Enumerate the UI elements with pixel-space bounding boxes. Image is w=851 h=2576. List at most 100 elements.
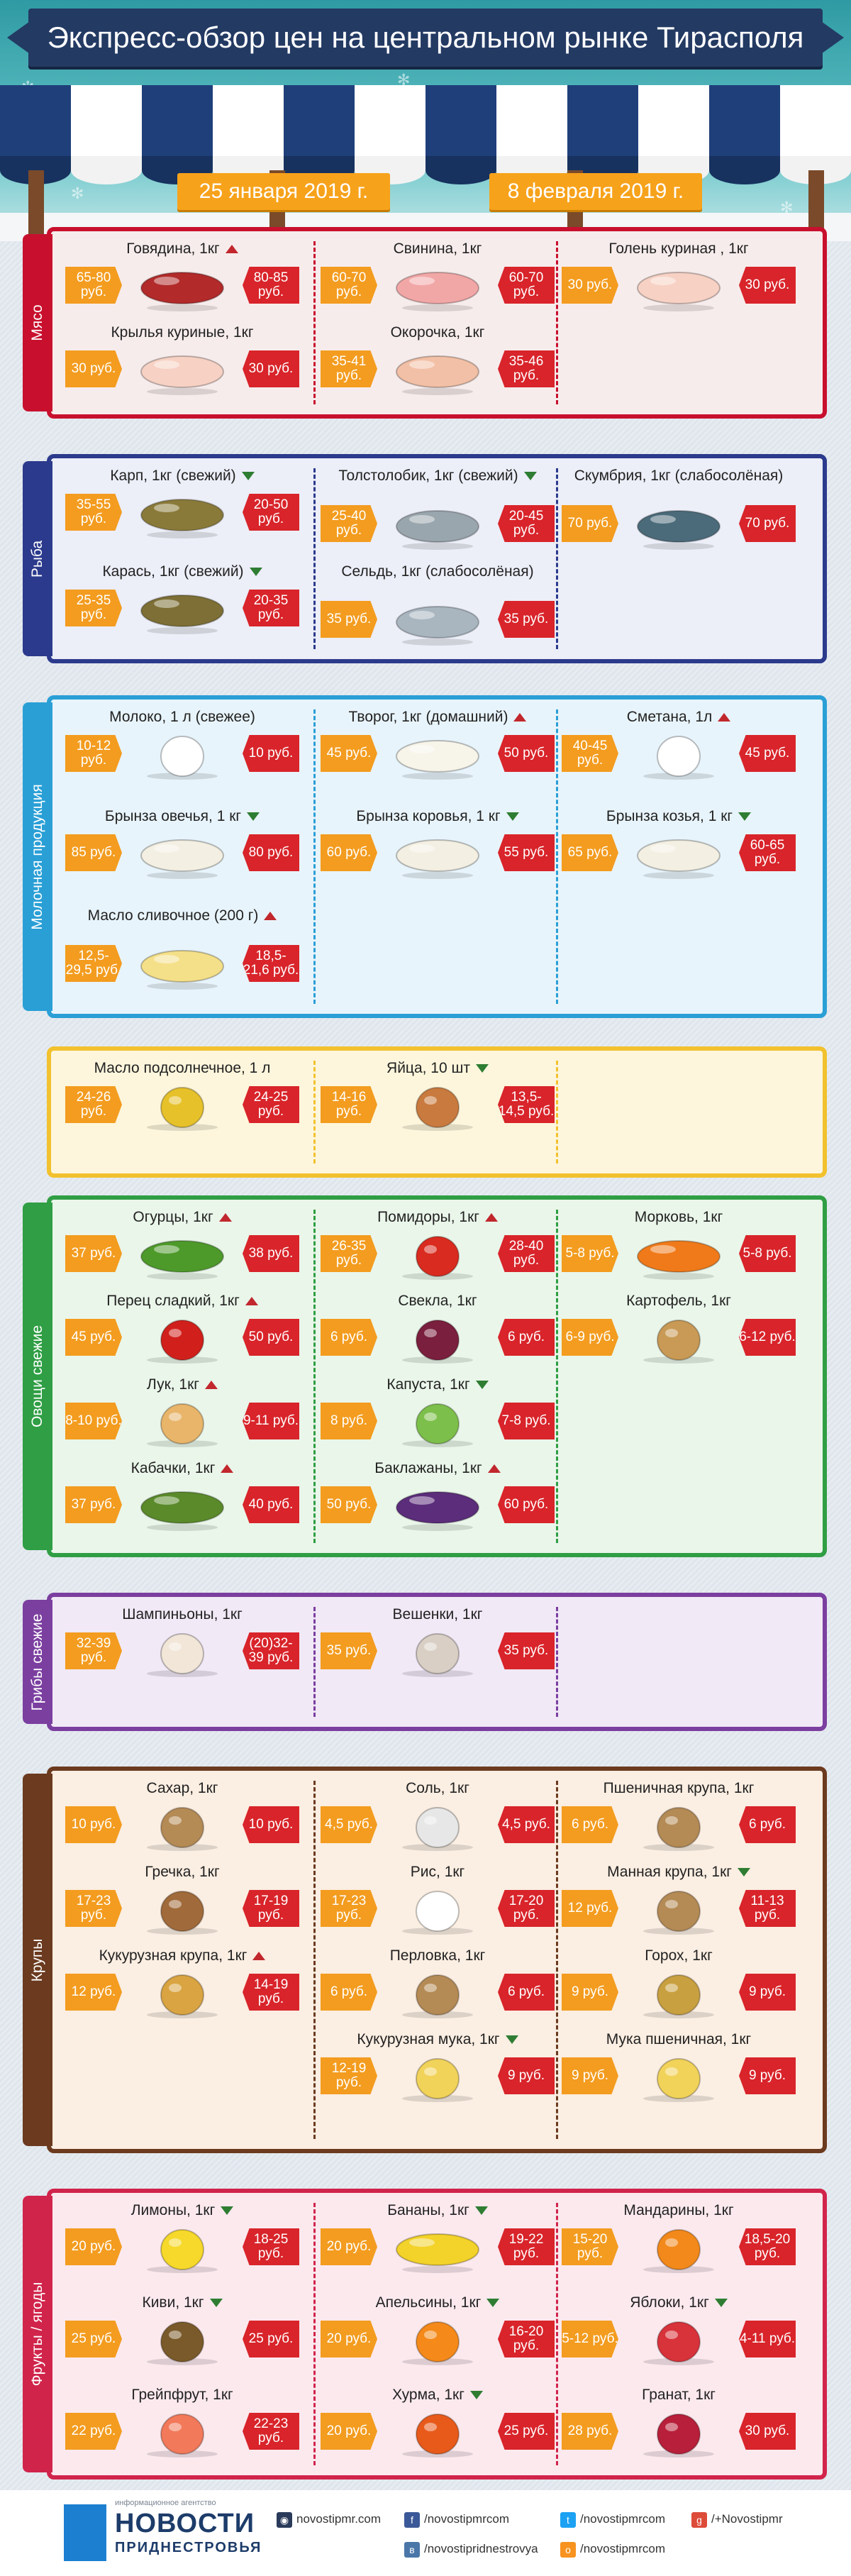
- price-item: Толстолобик, 1кг (свежий) 25-40 руб. 20-45…: [321, 468, 555, 550]
- column-divider: [556, 1607, 558, 1717]
- price-item: Творог, 1кг (домашний) 45 руб. 50 руб.: [321, 709, 555, 780]
- milk-icon: [133, 731, 232, 780]
- apple-icon: [629, 2316, 728, 2366]
- potato-icon: [629, 1315, 728, 1364]
- awning-post: [808, 170, 824, 241]
- trend-up-icon: [484, 1213, 498, 1222]
- item-name: Баклажаны, 1кг: [321, 1461, 555, 1476]
- price-old: 50 руб.: [321, 1486, 377, 1523]
- column-divider: [313, 1781, 316, 2139]
- section-label: Грибы свежие: [29, 1613, 45, 1710]
- price-old: 9 руб.: [562, 1974, 618, 2011]
- social-link[interactable]: t/novostipmrcom: [560, 2510, 665, 2528]
- price-item: Свинина, 1кг 60-70 руб. 60-70 руб.: [321, 241, 555, 312]
- price-old: 10 руб.: [65, 1806, 122, 1843]
- item-name: Карась, 1кг (свежий): [65, 564, 299, 580]
- snowflake-icon: ✻: [780, 199, 794, 216]
- ribbon-right: [819, 20, 844, 55]
- site-icon: ◉: [277, 2511, 292, 2528]
- price-item: Помидоры, 1кг 26-35 руб. 28-40 руб.: [321, 1210, 555, 1281]
- mandarin-icon: [629, 2224, 728, 2274]
- silver-carp-icon: [388, 501, 487, 551]
- trend-down-icon: [486, 2299, 500, 2308]
- price-old: 8-10 руб.: [65, 1403, 122, 1439]
- section-meat: Говядина, 1кг 65-80 руб. 80-85 руб. Свинина…: [47, 227, 827, 419]
- price-new: 6-12 руб.: [739, 1319, 796, 1356]
- price-old: 24-26 руб.: [65, 1086, 122, 1123]
- price-new: 20-35 руб.: [243, 590, 299, 626]
- item-name: Горох, 1кг: [645, 1947, 713, 1964]
- trend-up-icon: [204, 1381, 218, 1390]
- item-name: Яйца, 10 шт: [321, 1061, 555, 1076]
- social-link[interactable]: g /+Novostipmr: [691, 2510, 783, 2528]
- trend-down-icon: [209, 2299, 223, 2308]
- price-item: Мандарины, 1кг 15-20 руб. 18,5-20 руб.: [562, 2203, 796, 2274]
- price-old: 6 руб.: [321, 1974, 377, 2011]
- chicken-thigh-icon: [388, 346, 487, 396]
- social-label: /+Novostipmr: [711, 2512, 783, 2526]
- price-item: Карась, 1кг (свежий) 25-35 руб. 20-35 руб.: [65, 564, 299, 635]
- item-name: Брынза овечья, 1 кг: [65, 809, 299, 824]
- price-new: 50 руб.: [498, 735, 555, 772]
- logo-main: НОВОСТИ: [115, 2509, 255, 2538]
- price-new: 10 руб.: [243, 735, 299, 772]
- section-label: Крупы: [29, 1938, 45, 1981]
- column-divider: [556, 468, 558, 649]
- trend-down-icon: [523, 472, 537, 481]
- price-new: 4-11 руб.: [739, 2321, 796, 2357]
- item-name: Грейпфрут, 1кг: [131, 2387, 233, 2403]
- sheep-cheese-icon: [133, 830, 232, 880]
- chicken-leg-icon: [629, 262, 728, 312]
- price-item: Грейпфрут, 1кг 22 руб. 22-23 руб.: [65, 2387, 299, 2458]
- column-divider: [313, 241, 316, 404]
- trend-down-icon: [475, 1381, 489, 1390]
- column-divider: [556, 1210, 558, 1543]
- price-new: 40 руб.: [243, 1486, 299, 1523]
- price-item: Карп, 1кг (свежий) 35-55 руб. 20-50 руб.: [65, 468, 299, 539]
- price-new: 55 руб.: [498, 834, 555, 871]
- column-divider: [313, 1210, 316, 1543]
- price-item: Рис, 1кг 17-23 руб. 17-20 руб.: [321, 1864, 555, 1935]
- price-new: 30 руб.: [243, 350, 299, 387]
- section-tab-grain: Крупы: [23, 1774, 52, 2146]
- item-name: Брынза коровья, 1 кг: [321, 809, 555, 824]
- logo-sub: ПРИДНЕСТРОВЬЯ: [115, 2540, 262, 2555]
- corn-grits-icon: [133, 1969, 232, 2019]
- cow-cheese-icon: [388, 830, 487, 880]
- column-divider: [313, 1607, 316, 1717]
- herring-icon: [388, 597, 487, 646]
- price-item: Киви, 1кг 25 руб. 25 руб.: [65, 2295, 299, 2366]
- social-link[interactable]: ◉ novostipmr.com: [277, 2510, 381, 2528]
- price-item: Морковь, 1кг 5-8 руб. 5-8 руб.: [562, 1210, 796, 1281]
- price-item: Картофель, 1кг 6-9 руб. 6-12 руб.: [562, 1293, 796, 1364]
- price-new: 6 руб.: [739, 1806, 796, 1843]
- price-item: Брынза овечья, 1 кг 85 руб. 80 руб.: [65, 809, 299, 880]
- social-link[interactable]: в/novostipridnestrovya: [404, 2540, 538, 2558]
- social-link[interactable]: о/novostipmrcom: [560, 2540, 665, 2558]
- price-item: Горох, 1кг 9 руб. 9 руб.: [562, 1948, 796, 2019]
- awning-post: [28, 170, 44, 241]
- ok-icon: о: [560, 2541, 576, 2558]
- price-item: Перловка, 1кг 6 руб. 6 руб.: [321, 1948, 555, 2019]
- facebook-icon: f: [404, 2511, 420, 2528]
- price-new: 7-8 руб.: [498, 1403, 555, 1439]
- price-old: 26-35 руб.: [321, 1235, 377, 1272]
- onion-icon: [133, 1398, 232, 1448]
- price-item: Лук, 1кг 8-10 руб. 9-11 руб.: [65, 1377, 299, 1448]
- social-link[interactable]: f/novostipmrcom: [404, 2510, 509, 2528]
- price-old: 14-16 руб.: [321, 1086, 377, 1123]
- trend-up-icon: [221, 1464, 234, 1474]
- section-label: Мясо: [29, 304, 45, 341]
- item-name: Капуста, 1кг: [321, 1377, 555, 1393]
- item-name: Кабачки, 1кг: [65, 1461, 299, 1476]
- buckwheat-icon: [133, 1886, 232, 1935]
- price-item: Крылья куриные, 1кг 30 руб. 30 руб.: [65, 325, 299, 396]
- price-old: 25-40 руб.: [321, 505, 377, 542]
- column-divider: [556, 1061, 558, 1163]
- ribbon-left: [7, 20, 32, 55]
- item-name: Масло сливочное (200 г): [65, 908, 299, 924]
- price-item: Кукурузная мука, 1кг 12-19 руб. 9 руб.: [321, 2032, 555, 2103]
- item-name: Мандарины, 1кг: [623, 2202, 734, 2218]
- social-label: /novostipridnestrovya: [424, 2542, 538, 2555]
- salt-icon: [388, 1802, 487, 1852]
